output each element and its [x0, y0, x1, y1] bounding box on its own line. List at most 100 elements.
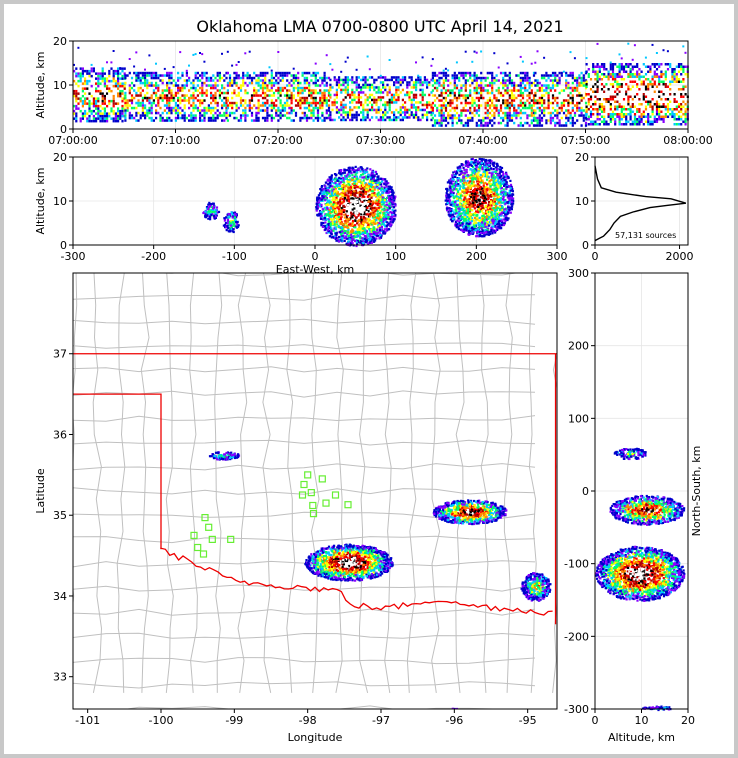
source-pixel — [393, 83, 396, 87]
source-pixel — [376, 203, 379, 206]
source-pixel — [513, 104, 516, 107]
source-pixel — [286, 116, 289, 120]
source-pixel — [379, 210, 383, 213]
source-pixel — [327, 76, 331, 80]
source-pixel — [346, 194, 349, 197]
source-pixel — [355, 101, 358, 104]
source-pixel — [194, 114, 197, 117]
source-pixel — [596, 98, 599, 101]
source-pixel — [644, 95, 648, 98]
x-tick-label: 07:00:00 — [48, 134, 97, 147]
source-pixel — [453, 94, 456, 97]
source-pixel — [353, 183, 357, 187]
source-pixel — [404, 106, 407, 109]
source-pixel — [353, 91, 356, 94]
source-pixel — [266, 89, 269, 92]
source-pixel — [438, 104, 441, 107]
source-pixel — [587, 100, 590, 103]
source-pixel — [294, 76, 298, 80]
source-pixel — [622, 115, 626, 118]
source-pixel — [519, 91, 522, 95]
source-pixel — [239, 86, 243, 90]
source-pixel — [412, 113, 415, 117]
source-pixel — [377, 206, 380, 209]
source-pixel — [329, 63, 332, 66]
source-pixel — [303, 96, 306, 100]
source-pixel — [594, 120, 597, 123]
source-pixel — [640, 120, 643, 123]
source-pixel — [117, 67, 120, 70]
source-pixel — [440, 109, 443, 112]
source-pixel — [406, 81, 409, 84]
source-pixel — [190, 114, 193, 117]
source-pixel — [585, 110, 588, 113]
source-pixel — [250, 114, 254, 117]
source-pixel — [103, 102, 106, 105]
source-pixel — [226, 81, 229, 85]
source-pixel — [117, 72, 120, 75]
source-pixel — [264, 76, 267, 80]
source-pixel — [172, 79, 175, 82]
source-pixel — [288, 111, 291, 115]
source-pixel — [578, 91, 581, 95]
source-pixel — [297, 91, 300, 95]
source-pixel — [629, 98, 632, 101]
source-pixel — [589, 123, 593, 126]
source-pixel — [598, 108, 601, 111]
source-pixel — [353, 116, 356, 119]
y-tick-label: 20 — [53, 35, 67, 48]
source-pixel — [616, 93, 619, 96]
source-pixel — [242, 71, 245, 75]
source-pixel — [655, 108, 659, 111]
source-pixel — [212, 84, 215, 87]
source-pixel — [440, 91, 443, 95]
source-pixel — [330, 176, 333, 180]
source-pixel — [466, 94, 470, 97]
source-pixel — [146, 81, 149, 85]
source-pixel — [362, 108, 365, 112]
source-pixel — [515, 114, 518, 117]
source-pixel — [655, 103, 659, 106]
source-pixel — [214, 116, 217, 120]
source-pixel — [684, 85, 687, 88]
source-pixel — [110, 99, 113, 103]
source-pixel — [682, 70, 685, 73]
source-pixel — [580, 106, 583, 110]
source-pixel — [404, 93, 407, 97]
source-pixel — [515, 109, 518, 112]
source-pixel — [519, 101, 522, 105]
source-pixel — [521, 71, 525, 75]
source-pixel — [225, 114, 228, 117]
source-pixel — [596, 85, 599, 88]
source-pixel — [618, 65, 621, 68]
source-pixel — [528, 84, 531, 87]
source-pixel — [290, 84, 293, 87]
source-pixel — [224, 226, 227, 229]
source-pixel — [355, 78, 358, 82]
source-pixel — [642, 98, 645, 101]
source-pixel — [305, 76, 309, 80]
source-pixel — [88, 69, 91, 73]
source-pixel — [354, 189, 357, 192]
source-pixel — [246, 74, 249, 77]
source-pixel — [225, 106, 228, 110]
source-pixel — [319, 99, 322, 102]
source-pixel — [578, 76, 581, 80]
source-pixel — [366, 170, 369, 174]
source-pixel — [642, 123, 645, 126]
source-pixel — [365, 188, 368, 191]
source-pixel — [264, 79, 267, 82]
source-pixel — [323, 116, 326, 120]
source-pixel — [86, 87, 89, 90]
source-pixel — [73, 69, 76, 73]
source-pixel — [340, 70, 343, 73]
source-pixel — [440, 84, 443, 87]
source-pixel — [605, 83, 608, 86]
source-pixel — [491, 96, 494, 100]
source-pixel — [77, 74, 80, 78]
source-pixel — [609, 108, 612, 111]
source-pixel — [532, 119, 536, 122]
source-pixel — [329, 96, 332, 99]
source-pixel — [343, 236, 346, 240]
source-pixel — [379, 98, 382, 102]
